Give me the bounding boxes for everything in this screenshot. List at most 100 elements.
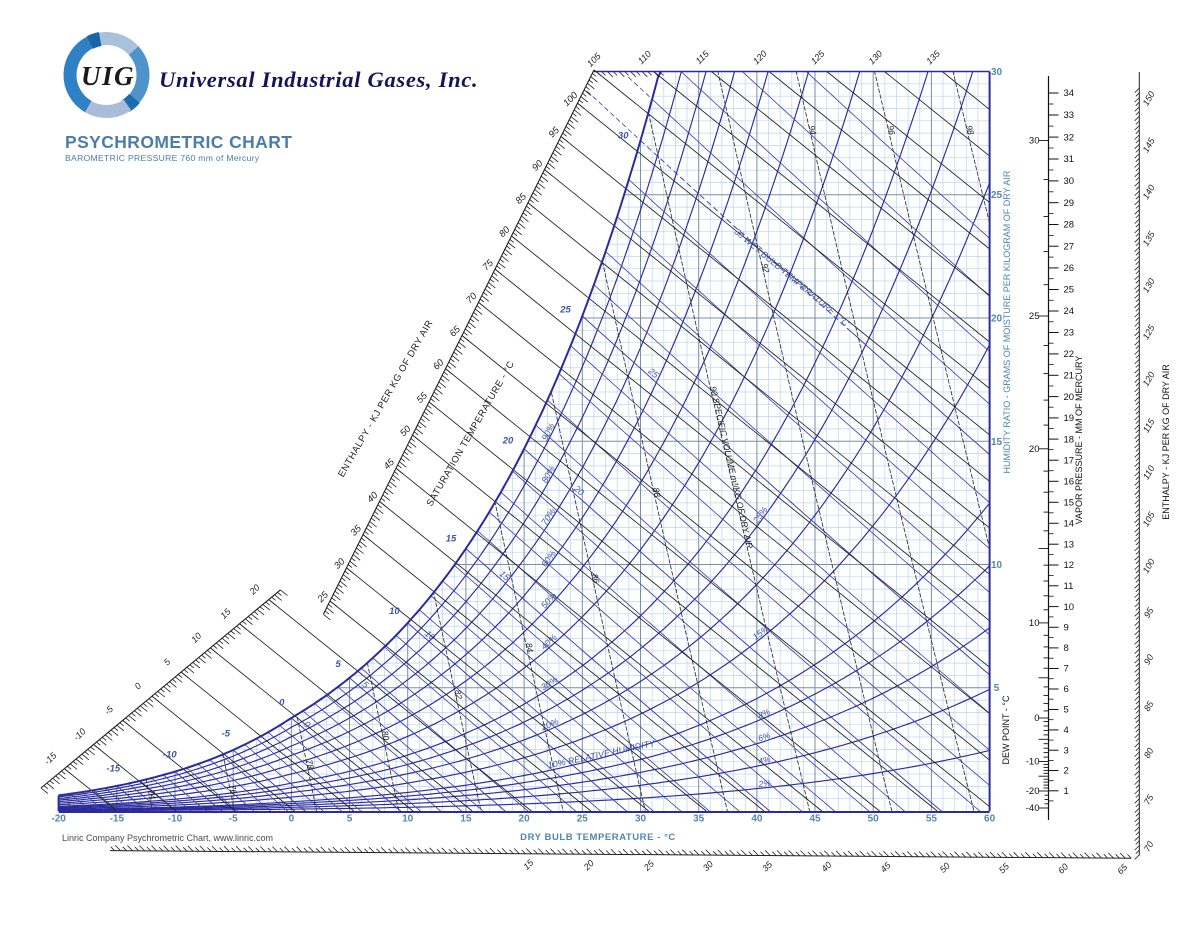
svg-text:10: 10 [189, 631, 203, 645]
svg-text:17: 17 [1064, 455, 1075, 466]
svg-text:5: 5 [994, 683, 1000, 694]
svg-text:6%: 6% [757, 730, 772, 743]
svg-text:10: 10 [423, 628, 437, 642]
svg-text:30: 30 [618, 130, 629, 141]
svg-text:30: 30 [991, 67, 1003, 78]
svg-text:50: 50 [938, 861, 952, 875]
svg-text:BAROMETRIC PRESSURE 760 mm of: BAROMETRIC PRESSURE 760 mm of Mercury [65, 153, 260, 163]
svg-text:34: 34 [1064, 88, 1075, 99]
svg-text:10: 10 [1029, 618, 1040, 629]
svg-text:35: 35 [693, 814, 705, 825]
svg-text:96: 96 [885, 124, 897, 136]
svg-text:20: 20 [519, 814, 531, 825]
svg-text:8: 8 [1064, 643, 1069, 654]
svg-text:5: 5 [1064, 705, 1069, 716]
svg-text:20: 20 [502, 436, 514, 447]
svg-text:0: 0 [289, 814, 295, 825]
svg-text:31: 31 [1064, 154, 1075, 165]
svg-text:2%: 2% [757, 778, 772, 789]
svg-text:25: 25 [991, 190, 1003, 201]
svg-text:4%: 4% [757, 754, 772, 766]
svg-text:5: 5 [162, 656, 173, 667]
svg-text:21: 21 [1064, 371, 1075, 382]
svg-text:20: 20 [1064, 392, 1075, 403]
svg-text:DEW POINT - °C: DEW POINT - °C [1001, 695, 1011, 764]
svg-text:74: 74 [146, 789, 158, 800]
svg-text:28: 28 [1064, 220, 1075, 231]
svg-text:40: 40 [751, 814, 763, 825]
svg-text:1: 1 [1064, 786, 1069, 797]
svg-text:30: 30 [701, 859, 715, 873]
svg-text:2: 2 [1064, 766, 1069, 777]
svg-text:25: 25 [577, 814, 589, 825]
svg-text:13: 13 [1064, 539, 1075, 550]
svg-text:98: 98 [964, 124, 976, 136]
svg-text:3: 3 [1064, 745, 1069, 756]
svg-text:14: 14 [1064, 519, 1075, 530]
svg-text:26: 26 [1064, 263, 1075, 274]
svg-text:HUMIDITY RATIO - GRAMS OF MOIS: HUMIDITY RATIO - GRAMS OF MOISTURE PER K… [1002, 170, 1012, 473]
svg-text:DRY BULB TEMPERATURE - °C: DRY BULB TEMPERATURE - °C [520, 832, 676, 843]
svg-text:25: 25 [1029, 311, 1040, 322]
svg-text:4: 4 [1064, 725, 1069, 736]
svg-text:9: 9 [1064, 623, 1069, 634]
svg-text:12: 12 [1064, 560, 1075, 571]
svg-text:22: 22 [1064, 349, 1075, 360]
svg-text:10: 10 [991, 560, 1003, 571]
svg-text:19: 19 [1064, 413, 1075, 424]
svg-text:5: 5 [336, 659, 342, 670]
svg-text:6: 6 [1064, 684, 1069, 695]
svg-text:11: 11 [1064, 581, 1074, 592]
svg-text:0: 0 [279, 698, 285, 709]
svg-text:55: 55 [926, 814, 938, 825]
svg-text:-10: -10 [168, 814, 183, 825]
svg-text:15: 15 [991, 437, 1003, 448]
svg-text:-15: -15 [106, 763, 120, 774]
svg-text:23: 23 [1064, 328, 1075, 339]
svg-text:24: 24 [1064, 306, 1075, 317]
svg-text:80: 80 [1142, 746, 1156, 760]
svg-text:84: 84 [524, 642, 536, 654]
svg-text:Universal Industrial Gases, In: Universal Industrial Gases, Inc. [159, 67, 478, 92]
svg-text:25: 25 [1064, 285, 1075, 296]
svg-text:5: 5 [360, 679, 371, 691]
svg-text:92: 92 [760, 262, 772, 274]
svg-text:-10: -10 [1026, 757, 1040, 768]
svg-text:VAPOR PRESSURE - MM OF MERCURY: VAPOR PRESSURE - MM OF MERCURY [1074, 356, 1084, 525]
svg-text:Linric Company Psychrometric C: Linric Company Psychrometric Chart, www.… [62, 833, 273, 843]
svg-text:16: 16 [1064, 477, 1075, 488]
svg-text:45: 45 [809, 814, 821, 825]
svg-text:25: 25 [559, 305, 571, 316]
svg-text:88: 88 [651, 487, 663, 499]
svg-text:30: 30 [1064, 176, 1075, 187]
svg-text:-40: -40 [1026, 803, 1040, 814]
svg-text:30: 30 [635, 814, 647, 825]
svg-text:29: 29 [1064, 198, 1075, 209]
svg-text:15: 15 [460, 814, 472, 825]
svg-text:-5: -5 [229, 814, 238, 825]
svg-text:0: 0 [302, 719, 312, 730]
svg-text:33: 33 [1064, 110, 1075, 121]
svg-text:60: 60 [1056, 862, 1070, 876]
svg-text:60: 60 [984, 814, 996, 825]
svg-text:82: 82 [453, 689, 465, 701]
svg-text:78: 78 [304, 759, 316, 771]
svg-text:30: 30 [1029, 136, 1040, 147]
svg-text:15: 15 [1064, 498, 1075, 509]
svg-text:90: 90 [1142, 653, 1156, 667]
svg-text:0: 0 [1034, 713, 1039, 724]
svg-text:94: 94 [807, 124, 819, 136]
svg-text:32: 32 [1064, 132, 1075, 143]
svg-text:80: 80 [380, 730, 392, 742]
svg-text:50: 50 [868, 814, 880, 825]
svg-text:-15: -15 [110, 814, 125, 825]
svg-text:27: 27 [1064, 241, 1075, 252]
svg-text:-20: -20 [1026, 786, 1040, 797]
svg-text:18: 18 [1064, 434, 1075, 445]
svg-text:ENTHALPY - KJ PER KG OF DRY AI: ENTHALPY - KJ PER KG OF DRY AIR [1161, 364, 1171, 520]
svg-text:70: 70 [1142, 840, 1156, 854]
svg-text:5: 5 [347, 814, 353, 825]
svg-text:86: 86 [590, 573, 602, 585]
svg-text:20: 20 [1029, 444, 1040, 455]
svg-text:-10: -10 [163, 749, 177, 760]
